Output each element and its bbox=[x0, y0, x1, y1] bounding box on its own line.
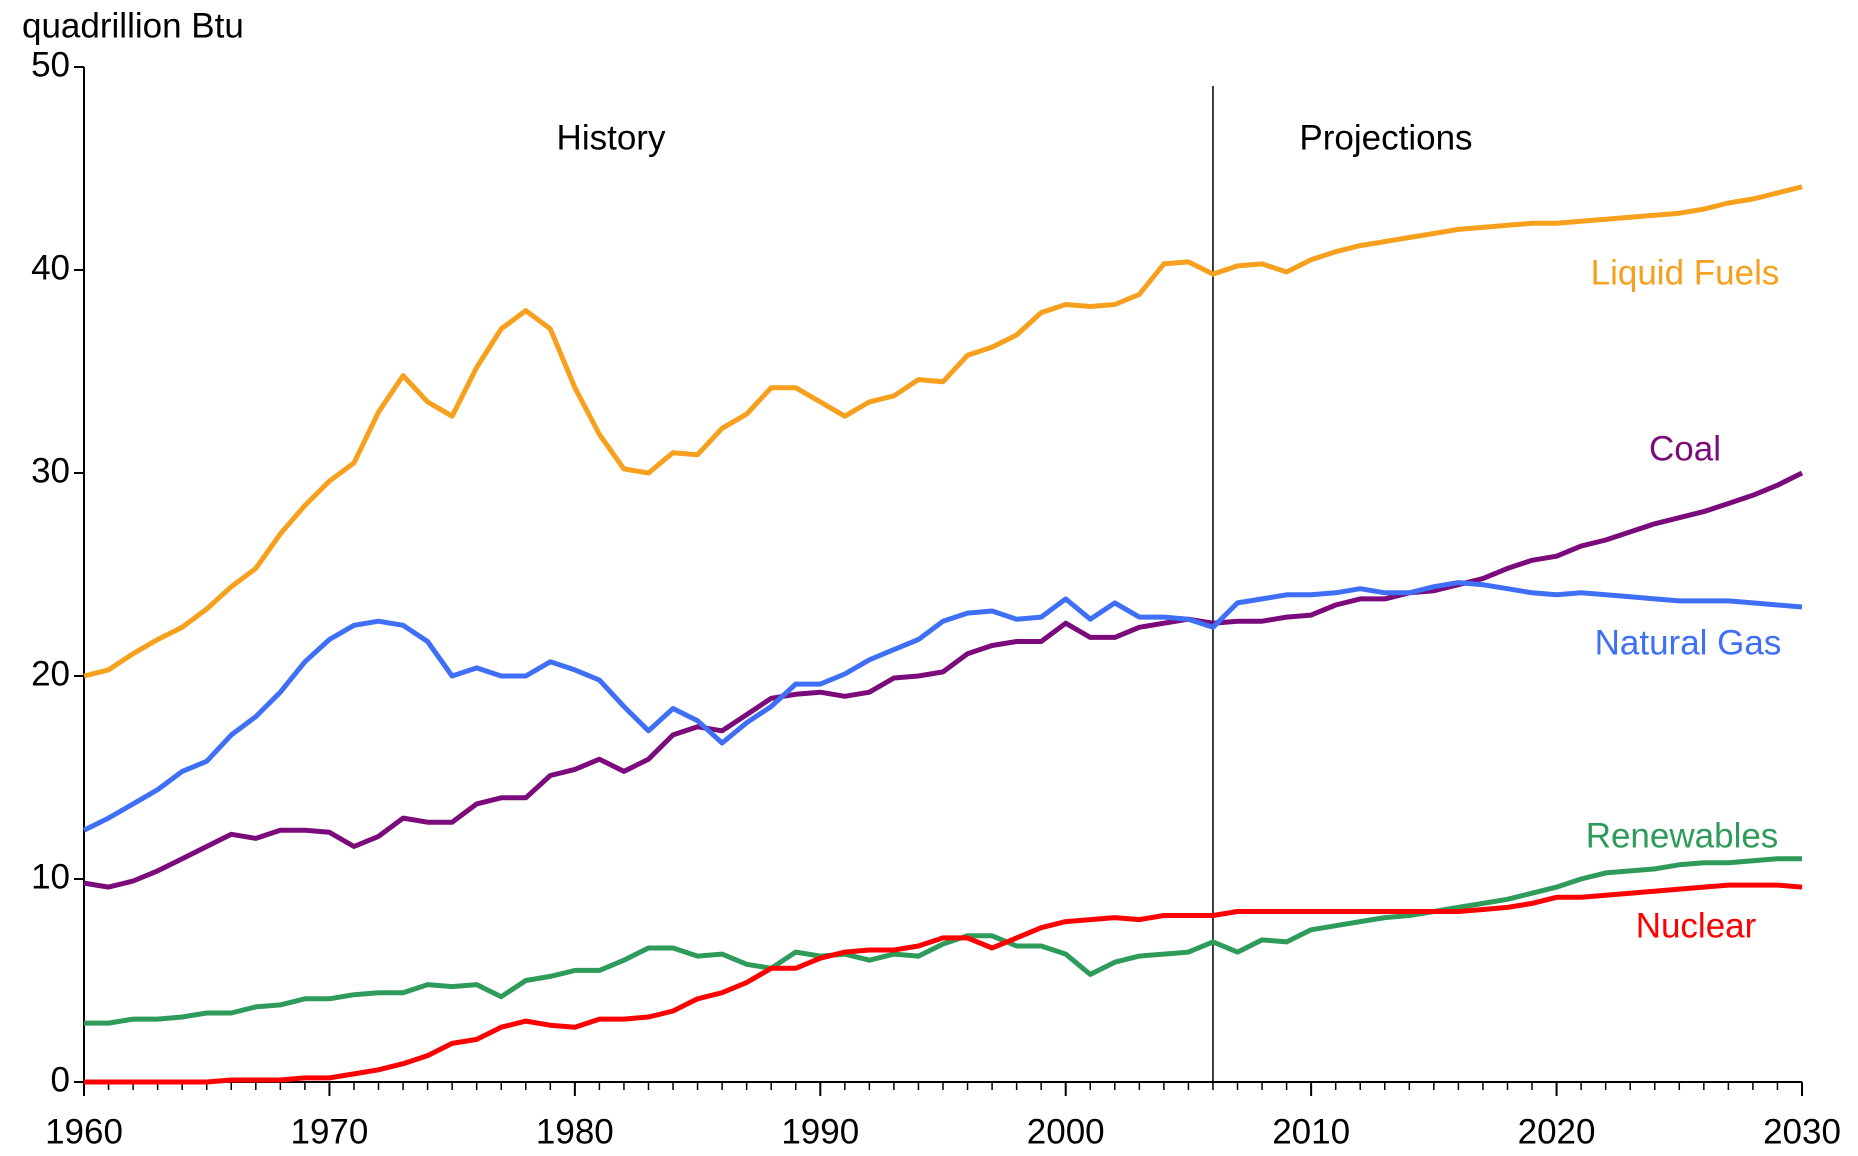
x-tick-label: 2020 bbox=[1518, 1112, 1596, 1151]
y-tick-label: 20 bbox=[31, 654, 70, 693]
annotation: History bbox=[557, 118, 666, 157]
series-line bbox=[83, 184, 1803, 679]
series-label: Nuclear bbox=[1636, 906, 1757, 945]
y-tick-label: 40 bbox=[31, 248, 70, 287]
y-tick-label: 30 bbox=[31, 451, 70, 490]
x-tick-label: 2010 bbox=[1272, 1112, 1350, 1151]
x-tick-label: 2030 bbox=[1763, 1112, 1841, 1151]
x-tick-label: 2000 bbox=[1027, 1112, 1105, 1151]
y-tick-label: 50 bbox=[31, 45, 70, 84]
y-tick-label: 10 bbox=[31, 857, 70, 896]
x-tick-label: 1970 bbox=[290, 1112, 368, 1151]
series-line bbox=[82, 580, 1803, 833]
series-line bbox=[84, 856, 1802, 1026]
x-tick-label: 1990 bbox=[781, 1112, 859, 1151]
x-tick-label: 1960 bbox=[45, 1112, 123, 1151]
y-axis-label: quadrillion Btu bbox=[22, 6, 244, 45]
series-label: Coal bbox=[1649, 429, 1721, 468]
x-tick-label: 1980 bbox=[536, 1112, 614, 1151]
series-label: Natural Gas bbox=[1595, 623, 1782, 662]
series-line bbox=[84, 882, 1803, 1085]
series-label: Liquid Fuels bbox=[1591, 253, 1780, 292]
annotation: Projections bbox=[1299, 118, 1472, 157]
series-line bbox=[83, 470, 1804, 890]
y-tick-label: 0 bbox=[51, 1060, 70, 1099]
series-label: Renewables bbox=[1586, 816, 1779, 855]
